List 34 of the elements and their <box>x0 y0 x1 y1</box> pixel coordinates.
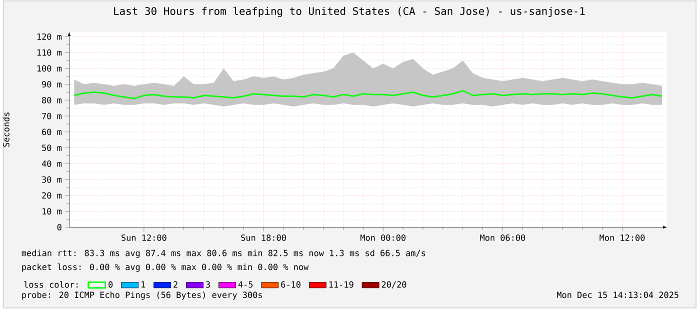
legend-label: 3 <box>206 281 210 288</box>
y-tick-label: 0 <box>57 224 62 230</box>
x-tick-label: Mon 06:00 <box>480 234 526 241</box>
y-tick-label: 50 m <box>42 144 62 152</box>
line-series <box>73 90 663 100</box>
text: Mon Dec 15 14:13:04 2025 <box>557 292 678 298</box>
legend-label: 2 <box>174 281 178 288</box>
x-tick-label: Mon 12:00 <box>600 234 645 241</box>
legend-label: 1 <box>142 281 146 288</box>
y-tick-label: 90 m <box>42 81 62 88</box>
x-tick-label: Sun 12:00 <box>122 234 166 241</box>
y-tick-label: 120 m <box>37 33 62 40</box>
y-tick-label: 10 m <box>42 208 62 215</box>
y-tick-label: 40 m <box>42 160 62 167</box>
legend-label: 4-5 <box>238 281 253 288</box>
x-tick-label: Sun 18:00 <box>241 234 286 241</box>
legend-title: loss color: <box>24 281 78 288</box>
x-tick-label: Mon 00:00 <box>360 234 406 241</box>
text: packet loss: 0.00 % avg 0.00 % max 0.00 % min 0.00 % now <box>22 264 309 272</box>
y-tick-label: 30 m <box>42 176 62 183</box>
y-tick-label: 80 m <box>42 97 62 104</box>
text: median rtt: 83.3 ms avg 87.4 ms max 80.6 ms min 82.5 ms now 1.3 ms sd 66.5 am/s <box>22 250 426 258</box>
y-tick-label: 110 m <box>37 49 62 56</box>
legend-label: 11-19 <box>329 281 354 288</box>
legend-label: 6-10 <box>281 281 300 288</box>
legend-label: 0 <box>108 281 113 288</box>
y-tick-label: 60 m <box>42 128 62 136</box>
text: probe: 20 ICMP Echo Pings (56 Bytes) every 300s <box>22 292 262 300</box>
y-axis-title: Seconds <box>2 112 10 147</box>
y-tick-label: 20 m <box>42 192 62 199</box>
legend-label: 20/20 <box>382 281 406 288</box>
y-tick-label: 70 m <box>42 112 62 120</box>
y-tick-label: 100 m <box>37 65 62 72</box>
chart-title: Last 30 Hours from leafping to United States (CA - San Jose) - us-sanjose-1 <box>114 6 585 18</box>
